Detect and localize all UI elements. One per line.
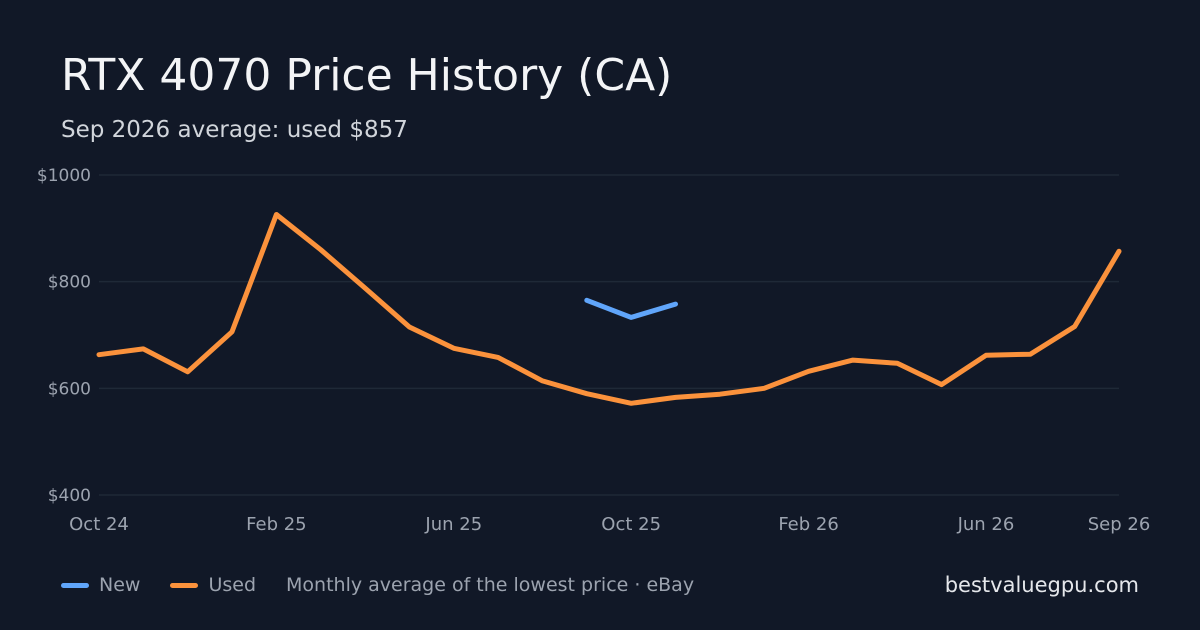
chart-subtitle: Sep 2026 average: used $857 [61,117,408,143]
series-line-new [584,297,678,320]
x-tick-label: Jun 25 [424,514,482,535]
legend: New Used Monthly average of the lowest p… [61,574,694,596]
x-tick-label: Sep 26 [1088,514,1151,535]
legend-label-used: Used [208,574,257,596]
chart-title: RTX 4070 Price History (CA) [61,50,673,101]
grid-layer [99,174,1119,496]
series-layer [96,212,1122,406]
series-line-used [96,212,1122,406]
x-tick-label: Oct 24 [69,514,129,535]
y-tick-label: $600 [48,379,91,399]
legend-label-new: New [99,574,141,596]
y-tick-label: $800 [48,273,91,293]
y-tick-label: $1000 [37,166,91,186]
source-note: Monthly average of the lowest price · eB… [286,574,695,596]
legend-item-used[interactable]: Used [170,574,256,596]
legend-swatch-used [170,582,199,588]
brand-link[interactable]: bestvaluegpu.com [944,573,1139,597]
x-tick-label: Oct 25 [601,514,661,535]
x-tick-label: Jun 26 [957,514,1015,535]
y-axis-labels: $1000 $800 $600 $400 [37,166,91,506]
x-axis-labels: Oct 24 Feb 25 Jun 25 Oct 25 Feb 26 Jun 26 Sep … [69,514,1150,535]
legend-item-new[interactable]: New [61,574,140,596]
x-tick-label: Feb 26 [778,514,839,535]
legend-swatch-new [61,582,89,588]
y-tick-label: $400 [48,486,91,506]
x-tick-label: Feb 25 [246,514,307,535]
